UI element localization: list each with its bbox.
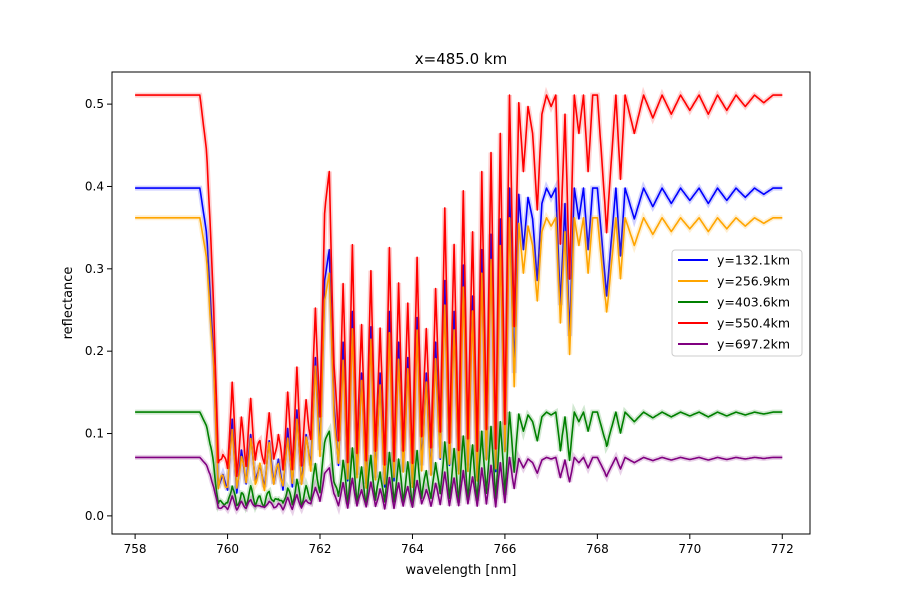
y-tick-label: 0.1 [85, 427, 104, 441]
y-tick-label: 0.5 [85, 97, 104, 111]
x-tick-label: 758 [124, 542, 147, 556]
y-axis-title: reflectance [61, 267, 76, 340]
legend-label: y=132.1km [717, 253, 790, 268]
y-tick-label: 0.3 [85, 262, 104, 276]
x-tick-label: 762 [309, 542, 332, 556]
legend-label: y=697.2km [717, 337, 790, 352]
series-line-y=256.9km [135, 217, 783, 492]
legend-box [671, 249, 803, 357]
plot-frame [111, 71, 811, 535]
y-axis: 0.0 0.1 0.2 0.3 0.4 0.5 [85, 97, 112, 523]
x-tick-label: 766 [493, 542, 516, 556]
x-tick-label: 768 [586, 542, 609, 556]
legend: y=132.1km y=256.9km y=403.6km y=550.4km y=69… [671, 249, 803, 357]
y-tick-label: 0.2 [85, 344, 104, 358]
legend-label: y=256.9km [717, 274, 790, 289]
x-tick-label: 760 [216, 542, 239, 556]
chart-title: x=485.0 km [415, 50, 507, 68]
series-line-y=550.4km [135, 94, 783, 478]
series-layer [135, 86, 783, 517]
y-tick-label: 0.0 [85, 509, 104, 523]
x-axis-title: wavelength [nm] [406, 563, 517, 578]
x-tick-label: 770 [678, 542, 701, 556]
series-line-y=697.2km [135, 456, 783, 511]
x-tick-label: 772 [771, 542, 794, 556]
x-tick-label: 764 [401, 542, 424, 556]
y-tick-label: 0.4 [85, 179, 104, 193]
x-axis: 758 760 762 764 766 768 770 772 [124, 534, 794, 556]
legend-label: y=403.6km [717, 295, 790, 310]
legend-label: y=550.4km [717, 316, 790, 331]
